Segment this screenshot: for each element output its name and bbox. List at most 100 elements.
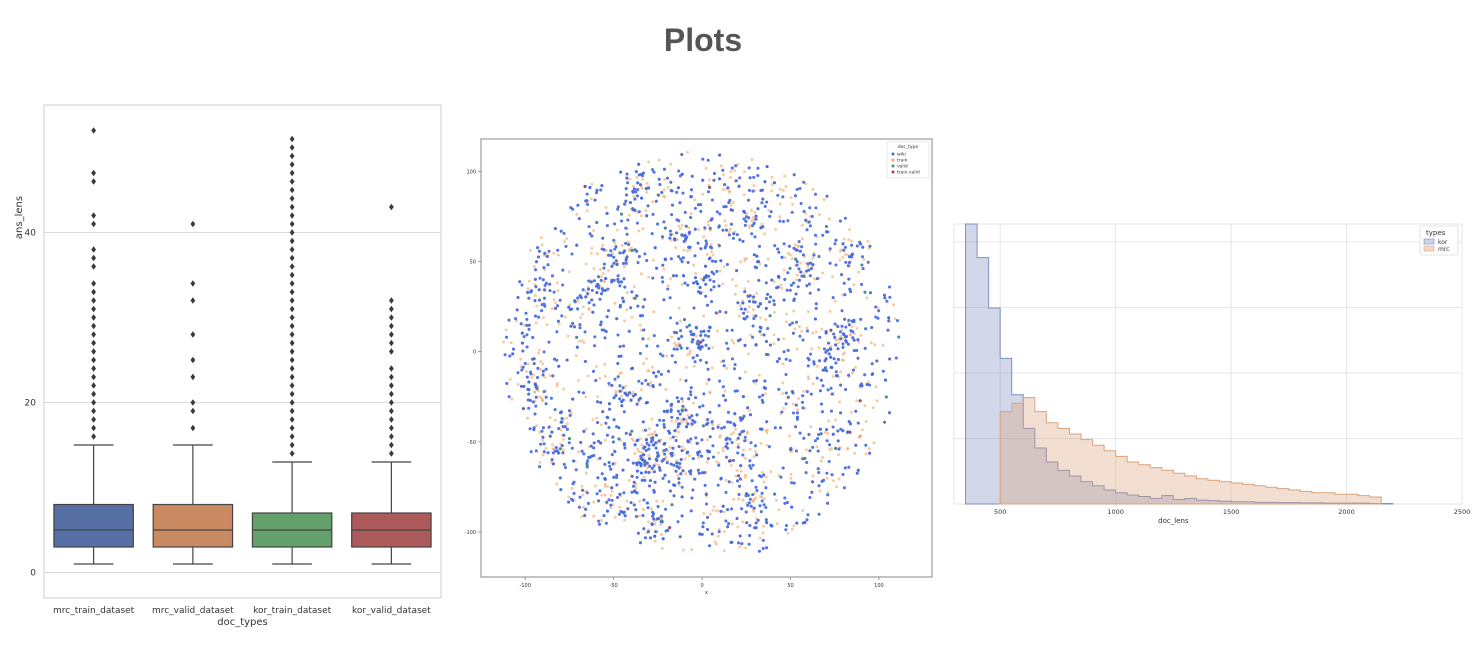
scatter-point — [764, 318, 768, 321]
scatter-point — [621, 468, 625, 472]
scatter-point — [803, 520, 807, 524]
scatter-point — [638, 514, 641, 518]
scatter-point — [841, 472, 845, 476]
scatter-point — [789, 446, 793, 450]
scatter-point — [665, 399, 669, 403]
scatter-point — [679, 472, 683, 476]
scatter-point — [707, 190, 710, 194]
scatter-point — [585, 192, 589, 196]
scatter-point — [767, 208, 771, 212]
scatter-point — [822, 198, 826, 202]
scatter-point — [556, 382, 559, 386]
outlier-point — [289, 220, 295, 228]
scatter-point — [590, 234, 594, 238]
scatter-point — [730, 507, 734, 511]
scatter-point — [764, 306, 768, 310]
scatter-point — [769, 343, 772, 347]
scatter-point — [643, 252, 647, 256]
scatter-point — [748, 524, 752, 527]
scatter-point — [877, 309, 881, 313]
scatter-point — [854, 443, 858, 447]
scatter-point — [693, 360, 697, 364]
scatter-point — [567, 305, 571, 309]
outlier-point — [91, 399, 97, 406]
scatter-point — [686, 283, 690, 287]
scatter-point — [641, 337, 645, 341]
scatter-point — [801, 253, 805, 257]
scatter-point — [781, 381, 785, 385]
scatter-point — [842, 248, 846, 252]
scatter-point — [656, 454, 660, 457]
scatter-point — [589, 444, 593, 448]
scatter-point — [637, 379, 641, 383]
scatter-point — [827, 460, 831, 463]
outlier-point — [190, 331, 196, 338]
scatter-point — [689, 212, 693, 216]
scatter-point — [674, 439, 678, 442]
scatter-point — [743, 307, 747, 311]
scatter-point — [743, 475, 747, 479]
scatter-point — [566, 334, 570, 338]
scatter-point — [741, 448, 745, 452]
y-tick-label: 0 — [473, 350, 476, 356]
scatter-point — [640, 450, 644, 454]
scatter-point — [630, 490, 634, 494]
scatter-point — [738, 477, 742, 481]
scatter-point — [808, 496, 812, 499]
scatter-point — [868, 383, 872, 387]
scatter-point — [639, 214, 643, 218]
scatter-point — [706, 220, 710, 224]
scatter-point — [876, 316, 880, 320]
scatter-point — [810, 347, 814, 351]
scatter-point — [670, 415, 674, 419]
scatter-point — [701, 178, 705, 182]
scatter-point — [742, 317, 746, 320]
scatter-point — [868, 244, 872, 248]
scatter-point — [768, 300, 771, 304]
scatter-point — [780, 286, 784, 290]
scatter-point — [746, 493, 750, 497]
scatter-point — [764, 386, 767, 390]
scatter-point — [614, 259, 618, 263]
scatter-point — [710, 366, 714, 370]
scatter-point — [844, 325, 848, 329]
scatter-point — [678, 412, 682, 416]
scatter-point — [728, 437, 732, 441]
scatter-point — [718, 269, 722, 273]
scatter-point — [638, 323, 642, 327]
scatter-point — [784, 357, 788, 361]
scatter-point — [737, 314, 741, 318]
scatter-point — [612, 238, 616, 242]
scatter-point — [704, 264, 707, 268]
scatter-point — [810, 267, 813, 270]
scatter-point — [525, 370, 529, 374]
scatter-point — [829, 347, 833, 351]
legend-label: valid — [897, 164, 908, 170]
scatter-point — [794, 248, 798, 252]
scatter-point — [680, 223, 684, 227]
scatter-point — [531, 400, 535, 404]
scatter-point — [730, 441, 734, 444]
scatter-point — [896, 319, 899, 323]
scatter-point — [528, 427, 532, 431]
scatter-point — [689, 393, 693, 397]
scatter-point — [851, 368, 855, 372]
scatter-point — [860, 263, 864, 267]
outlier-point — [190, 297, 196, 304]
scatter-point — [630, 437, 634, 441]
outlier-point — [91, 424, 97, 432]
scatter-point — [612, 255, 616, 259]
scatter-point — [888, 411, 891, 415]
scatter-point — [644, 428, 648, 432]
scatter-point — [824, 331, 828, 335]
scatter-point — [708, 256, 712, 260]
scatter-point — [647, 471, 651, 474]
scatter-point — [637, 229, 641, 233]
scatter-point — [886, 328, 890, 332]
scatter-point — [837, 447, 841, 451]
scatter-point — [711, 427, 715, 431]
scatter-point — [561, 268, 565, 272]
scatter-point — [554, 446, 558, 449]
scatter-point — [586, 203, 590, 206]
scatter-point — [689, 437, 693, 441]
